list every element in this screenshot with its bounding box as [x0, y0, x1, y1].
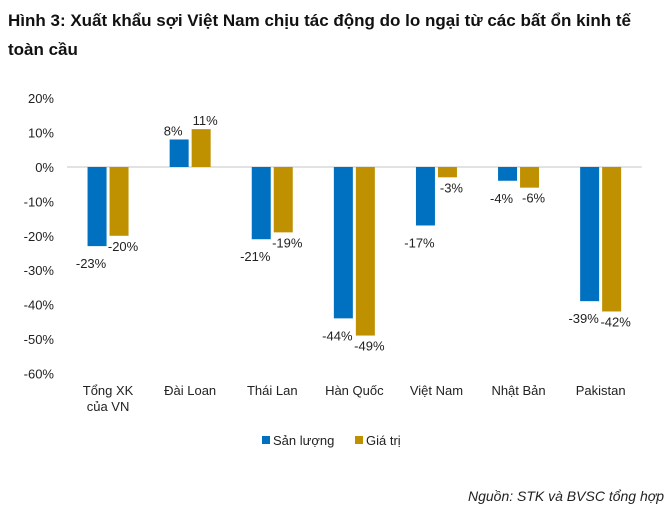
x-tick-label: Việt Nam: [410, 383, 463, 398]
bar-value: [520, 167, 540, 188]
bar-value: [355, 167, 375, 336]
data-label: -17%: [404, 235, 435, 250]
source-note: Nguồn: STK và BVSC tổng hợp: [467, 488, 664, 504]
legend-label: Giá trị: [366, 433, 401, 448]
data-label: -49%: [354, 339, 385, 354]
bar-volume: [333, 167, 353, 319]
data-label: 11%: [193, 113, 218, 128]
x-tick-label: Đài Loan: [164, 383, 216, 398]
legend-swatch: [355, 436, 363, 444]
x-tick-label: Nhật Bản: [491, 383, 545, 398]
x-tick-label: Pakistan: [576, 383, 626, 398]
data-label: 8%: [164, 123, 183, 138]
bar-value: [437, 167, 457, 178]
y-tick-label: -50%: [24, 332, 55, 347]
data-label: -3%: [440, 180, 464, 195]
data-label: -21%: [240, 249, 271, 264]
bar-value: [273, 167, 293, 233]
x-tick-label: Tổng XK: [83, 383, 134, 398]
data-label: -20%: [108, 239, 139, 254]
data-label: -42%: [600, 314, 631, 329]
bar-volume: [169, 139, 189, 167]
x-tick-label: Hàn Quốc: [325, 383, 384, 398]
data-label: -39%: [568, 311, 599, 326]
y-tick-label: 10%: [28, 126, 54, 141]
y-tick-label: -40%: [24, 298, 55, 313]
y-tick-label: -60%: [24, 366, 55, 381]
bar-value: [191, 129, 211, 167]
bar-volume: [498, 167, 518, 181]
data-label: -44%: [322, 328, 353, 343]
legend-swatch: [262, 436, 270, 444]
legend-label: Sản lượng: [273, 433, 334, 448]
data-label: -4%: [490, 191, 514, 206]
bar-volume: [580, 167, 600, 302]
data-label: -19%: [272, 235, 303, 250]
y-tick-label: -10%: [24, 194, 55, 209]
bar-value: [109, 167, 129, 236]
data-label: -6%: [522, 191, 546, 206]
bar-chart: 20% 10% 0% -10% -20% -30% -40% -50% -60% Tổng XKc…: [24, 91, 642, 448]
y-tick-label: -30%: [24, 263, 55, 278]
x-tick-label: Thái Lan: [247, 383, 298, 398]
y-tick-label: 0%: [35, 160, 54, 175]
bar-volume: [87, 167, 107, 247]
chart-title: Hình 3: Xuất khẩu sợi Việt Nam chịu tác …: [8, 11, 631, 59]
y-tick-label: 20%: [28, 91, 54, 106]
y-tick-label: -20%: [24, 229, 55, 244]
bar-volume: [415, 167, 435, 226]
data-label: -23%: [76, 256, 107, 271]
bar-volume: [251, 167, 271, 240]
bar-value: [602, 167, 622, 312]
x-tick-label: của VN: [87, 399, 130, 414]
